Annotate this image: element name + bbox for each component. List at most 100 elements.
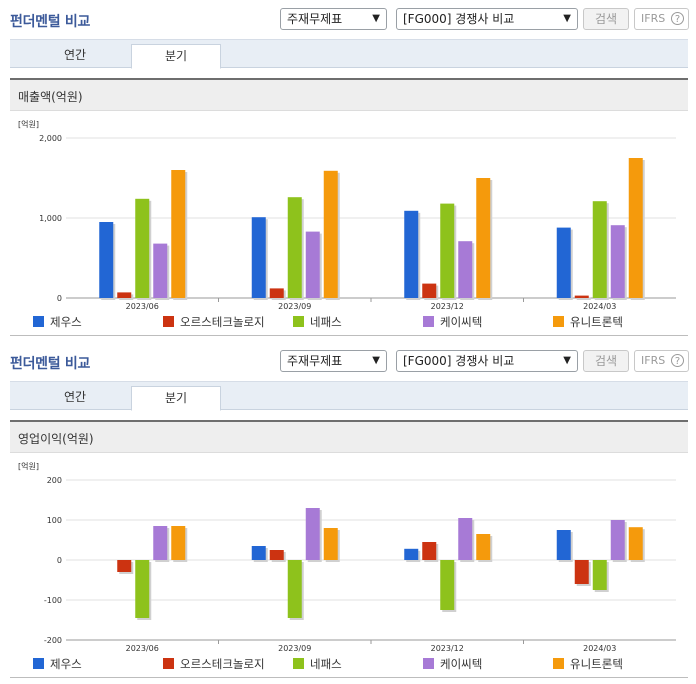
bar-3 (592, 201, 607, 298)
peer-group-select[interactable]: [FG000] 경쟁사 비교 ▼ (396, 8, 578, 30)
statement-select[interactable]: 주재무제표 ▼ (280, 8, 387, 30)
peer-group-select-value: [FG000] 경쟁사 비교 (403, 354, 515, 368)
legend-swatch (423, 316, 434, 327)
bar-4 (153, 243, 168, 298)
chevron-down-icon: ▼ (563, 355, 571, 366)
statement-select[interactable]: 주재무제표 ▼ (280, 350, 387, 372)
bar-4 (153, 526, 168, 560)
section-title: 펀더멘털 비교 (10, 356, 91, 372)
period-tabs: 연간 분기 (10, 381, 688, 411)
y-tick-label: 0 (57, 556, 62, 565)
statement-select-value: 주재무제표 (287, 12, 343, 26)
bar-4 (305, 508, 320, 560)
panel-revenue: 펀더멘털 비교 주재무제표 ▼ [FG000] 경쟁사 비교 ▼ 검색 IFRS… (10, 8, 689, 336)
bar-1 (251, 546, 266, 560)
help-icon: ? (671, 354, 684, 367)
bar-shadow (576, 297, 591, 300)
bar-2 (422, 542, 437, 560)
bar-1 (404, 548, 419, 560)
y-tick-label: 100 (47, 516, 62, 525)
bar-5 (476, 178, 491, 298)
ifrs-label: IFRS (641, 354, 666, 367)
chart-title: 매출액(억원) (18, 90, 83, 104)
bar-2 (422, 283, 437, 298)
legend-swatch (293, 658, 304, 669)
chart-container: 매출액(억원) [억원] 0 1,000 2,000 2023/06 2023/09 202… (10, 78, 688, 336)
bar-1 (556, 227, 571, 298)
legend-swatch (33, 658, 44, 669)
tab-quarterly[interactable]: 분기 (131, 386, 221, 411)
y-tick-label: 1,000 (39, 214, 62, 223)
bar-4 (610, 225, 625, 298)
y-tick-label: -100 (44, 596, 62, 605)
bar-3 (287, 197, 302, 298)
legend-label: 유니트론텍 (570, 315, 623, 329)
y-tick-label: 200 (47, 476, 62, 485)
ifrs-button[interactable]: IFRS ? (634, 8, 689, 30)
chevron-down-icon: ▼ (372, 13, 380, 24)
bar-1 (556, 530, 571, 560)
chart-title: 영업이익(억원) (18, 432, 94, 446)
chevron-down-icon: ▼ (563, 13, 571, 24)
x-tick-label: 2023/12 (431, 644, 464, 653)
x-tick-label: 2023/06 (126, 644, 159, 653)
operating-profit-chart: [억원] -200 -100 0 100 200 2023/06 2023/09 2023/12… (18, 461, 676, 671)
peer-group-select-value: [FG000] 경쟁사 비교 (403, 12, 515, 26)
x-tick-label: 2023/06 (126, 302, 159, 311)
bar-5 (171, 526, 186, 560)
tab-quarterly[interactable]: 분기 (131, 44, 221, 69)
bar-4 (305, 231, 320, 298)
legend-label: 오르스테크놀로지 (180, 657, 265, 671)
legend-label: 오르스테크놀로지 (180, 315, 265, 329)
revenue-chart: [억원] 0 1,000 2,000 2023/06 2023/09 2023/12 2024… (18, 119, 676, 329)
bar-5 (628, 527, 643, 560)
bar-2 (117, 560, 132, 572)
bar-4 (610, 520, 625, 560)
bar-2 (574, 295, 589, 298)
legend-swatch (163, 658, 174, 669)
bar-3 (287, 560, 302, 618)
period-tabs: 연간 분기 (10, 39, 688, 69)
bar-4 (458, 241, 473, 298)
ifrs-button[interactable]: IFRS ? (634, 350, 689, 372)
legend-label: 케이씨텍 (440, 657, 482, 671)
legend-swatch (33, 316, 44, 327)
legend-swatch (423, 658, 434, 669)
bar-4 (458, 518, 473, 560)
y-tick-label: -200 (44, 636, 62, 645)
legend-label: 제우스 (50, 315, 82, 329)
peer-group-select[interactable]: [FG000] 경쟁사 비교 ▼ (396, 350, 578, 372)
tab-annual[interactable]: 연간 (63, 48, 87, 62)
x-tick-label: 2024/03 (583, 644, 616, 653)
statement-select-value: 주재무제표 (287, 354, 343, 368)
legend-swatch (553, 658, 564, 669)
unit-label: [억원] (18, 461, 39, 471)
tab-annual[interactable]: 연간 (63, 390, 87, 404)
chart-container: 영업이익(억원) [억원] -200 -100 0 100 200 2023/06 2023/… (10, 420, 688, 678)
bar-2 (269, 550, 284, 560)
unit-label: [억원] (18, 119, 39, 129)
bar-3 (135, 198, 150, 298)
help-icon: ? (671, 12, 684, 25)
panel-operating-profit: 펀더멘털 비교 주재무제표 ▼ [FG000] 경쟁사 비교 ▼ 검색 IFRS… (0, 342, 696, 684)
chart-header: 매출액(억원) (10, 80, 688, 111)
legend-label: 유니트론텍 (570, 657, 623, 671)
bar-3 (440, 203, 455, 298)
chevron-down-icon: ▼ (372, 355, 380, 366)
bar-3 (135, 560, 150, 618)
bar-5 (476, 534, 491, 560)
x-tick-label: 2023/09 (278, 644, 311, 653)
bar-2 (269, 288, 284, 298)
x-tick-label: 2023/09 (278, 302, 311, 311)
legend-label: 제우스 (50, 657, 82, 671)
y-tick-label: 2,000 (39, 134, 62, 143)
legend-swatch (163, 316, 174, 327)
bar-5 (628, 158, 643, 298)
bar-1 (251, 217, 266, 298)
legend-swatch (293, 316, 304, 327)
bar-1 (404, 210, 419, 298)
legend-label: 네패스 (310, 315, 342, 329)
search-button[interactable]: 검색 (583, 350, 629, 372)
bar-5 (171, 170, 186, 298)
search-button[interactable]: 검색 (583, 8, 629, 30)
